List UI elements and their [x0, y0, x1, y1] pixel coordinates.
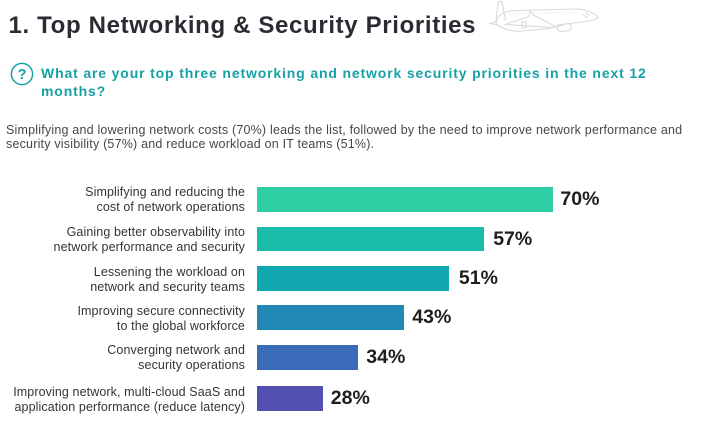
- svg-text:?: ?: [17, 68, 26, 84]
